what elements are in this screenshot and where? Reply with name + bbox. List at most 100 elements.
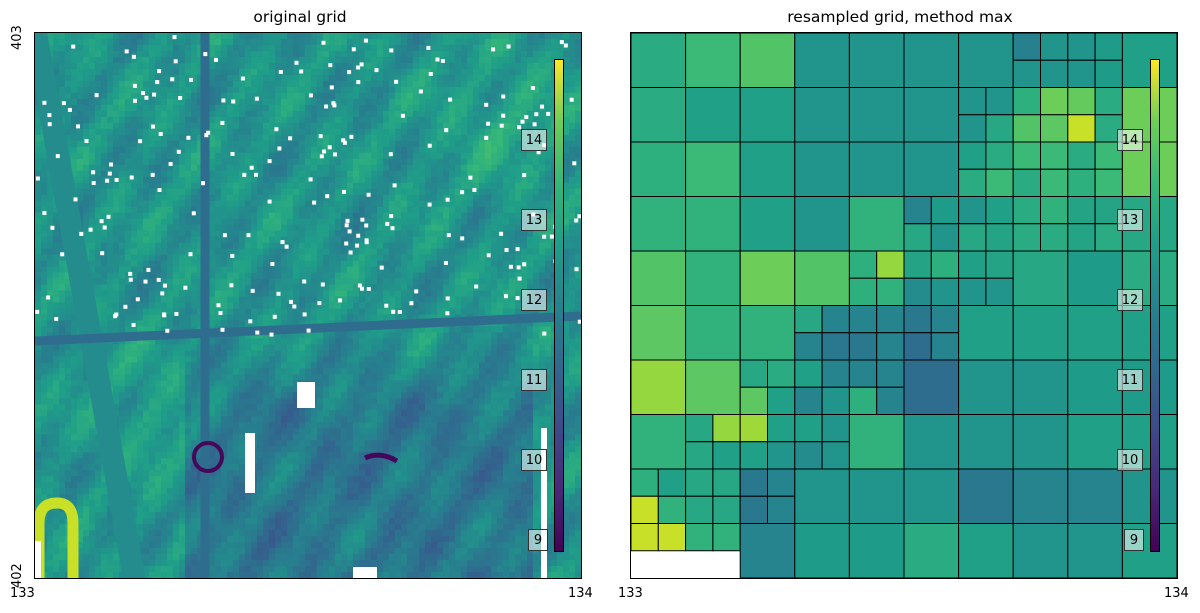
original-grid-pixel (371, 86, 378, 94)
original-grid-pixel (179, 266, 186, 273)
original-grid-pixel (365, 308, 372, 315)
original-grid-pixel (101, 164, 108, 172)
original-grid-pixel (569, 338, 576, 345)
original-grid-pixel (353, 33, 360, 40)
original-grid-pixel (131, 314, 138, 321)
original-grid-pixel (167, 338, 174, 345)
original-grid-pixel (365, 230, 372, 238)
original-grid-pixel (431, 128, 438, 136)
original-grid-pixel (179, 74, 186, 82)
original-grid-pixel (389, 260, 396, 267)
original-grid-pixel (497, 308, 504, 315)
original-grid-pixel (137, 33, 144, 40)
original-grid-pixel (245, 314, 252, 321)
original-grid-pixel (569, 128, 576, 136)
original-grid-pixel (545, 344, 552, 351)
original-grid-pixel (257, 33, 264, 40)
original-grid-pixel (287, 296, 294, 303)
original-grid-pixel (143, 104, 150, 112)
original-grid-pixel (257, 332, 264, 339)
original-grid-pixel (575, 350, 581, 357)
original-grid-pixel (461, 308, 468, 315)
original-grid-pixel (425, 224, 432, 232)
original-grid-pixel (197, 212, 204, 220)
original-grid-pixel (131, 242, 138, 250)
original-grid-pixel (317, 92, 324, 100)
original-grid-pixel (281, 200, 288, 208)
original-grid-pixel (377, 104, 384, 112)
original-grid-pixel (107, 92, 114, 100)
original-grid-pixel (311, 86, 318, 94)
original-grid-pixel (41, 278, 48, 285)
original-grid-pixel (545, 33, 552, 40)
original-grid-pixel (221, 152, 228, 160)
original-grid-pixel (239, 242, 246, 250)
original-grid-pixel (329, 296, 336, 303)
original-grid-pixel (161, 128, 168, 136)
original-grid-pixel (443, 344, 450, 351)
original-grid-pixel (503, 236, 510, 244)
original-grid-pixel (479, 98, 486, 106)
original-grid-pixel (155, 242, 162, 250)
original-grid-pixel (455, 308, 462, 315)
original-grid-pixel (113, 284, 120, 291)
original-grid-pixel (509, 164, 516, 172)
original-grid-pixel (161, 272, 168, 279)
original-grid-pixel (41, 326, 48, 333)
original-grid-pixel (275, 80, 282, 88)
original-grid-pixel (365, 248, 372, 255)
original-grid-pixel (395, 266, 402, 273)
original-grid-pixel (449, 164, 456, 172)
original-grid-pixel (455, 44, 462, 52)
original-grid-pixel (47, 248, 54, 255)
original-grid-pixel (95, 290, 102, 297)
original-grid-pixel (407, 266, 414, 273)
original-grid-pixel (119, 128, 126, 136)
original-grid-pixel (515, 134, 522, 142)
original-grid-pixel (311, 62, 318, 70)
original-grid-pixel (491, 332, 498, 339)
original-grid-pixel (347, 50, 354, 58)
original-grid-pixel (173, 266, 180, 273)
original-grid-pixel (311, 242, 318, 250)
original-grid-pixel (245, 302, 252, 309)
original-grid-pixel (413, 314, 420, 321)
original-grid-pixel (359, 224, 366, 232)
original-grid-pixel (197, 254, 204, 261)
original-grid-pixel (221, 170, 228, 178)
original-grid-pixel (35, 158, 42, 166)
original-grid-pixel (161, 248, 168, 255)
original-grid-pixel (149, 176, 156, 184)
original-grid-pixel (221, 68, 228, 76)
original-grid-pixel (263, 110, 270, 118)
original-grid-pixel (113, 224, 120, 232)
original-grid-pixel (347, 152, 354, 160)
original-grid-pixel (245, 170, 252, 178)
original-grid-pixel (491, 74, 498, 82)
original-grid-pixel (551, 33, 558, 40)
original-grid-pixel (41, 254, 48, 261)
original-grid-pixel (467, 284, 474, 291)
original-grid-pixel (455, 194, 462, 202)
original-grid-pixel (395, 128, 402, 136)
original-grid-pixel (509, 338, 516, 345)
original-grid-pixel (47, 194, 54, 202)
original-grid-pixel (149, 164, 156, 172)
original-grid-pixel (455, 182, 462, 190)
original-grid-pixel (527, 308, 534, 315)
original-grid-pixel (113, 50, 120, 58)
original-grid-pixel (467, 326, 474, 333)
original-grid-pixel (233, 302, 240, 309)
original-grid-pixel (47, 284, 54, 291)
original-grid-pixel (233, 200, 240, 208)
original-grid-pixel (389, 302, 396, 309)
original-grid-pixel (527, 33, 534, 40)
original-grid-pixel (305, 290, 312, 297)
original-grid-pixel (299, 248, 306, 255)
original-grid-pixel (491, 122, 498, 130)
original-grid-pixel (233, 146, 240, 154)
original-grid-pixel (179, 344, 186, 351)
original-grid-pixel (179, 236, 186, 244)
original-grid-pixel (335, 212, 342, 220)
original-grid-pixel (269, 33, 276, 40)
